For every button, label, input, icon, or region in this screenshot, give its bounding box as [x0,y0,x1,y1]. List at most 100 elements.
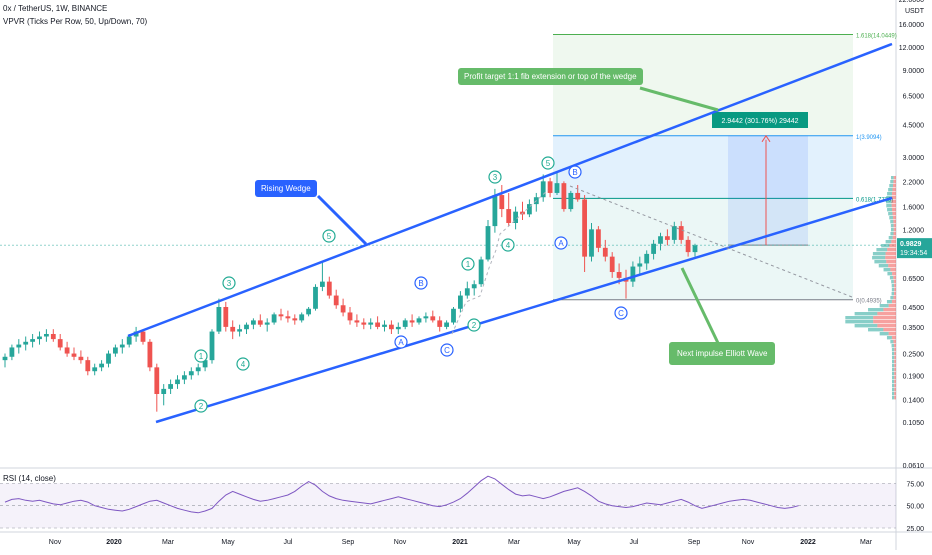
candle-body [119,344,125,348]
next-impulse-callout[interactable]: Next impulse Elliott Wave [669,342,776,365]
time-tick-label: Jul [284,539,293,546]
wave-label-ring [541,156,555,170]
price-axis-currency: USDT [905,8,925,15]
candle-body [547,181,553,193]
wave-label: 1 [199,352,204,361]
wave-label-ring [501,238,515,252]
candle-body [175,379,180,385]
vpvr-bar-down [888,332,896,336]
candle-body [216,307,222,332]
candle-body [30,339,35,342]
vpvr-bar-down [894,372,896,376]
projection-line [569,185,853,298]
candle-body [251,320,256,325]
vpvr-bar-up [854,312,878,316]
vpvr-bar-down [893,180,896,184]
vpvr-bar-down [894,360,896,364]
candle-body [16,344,22,348]
candle-body [333,295,339,306]
candle-body [154,367,160,394]
wave-label: 2 [472,321,477,330]
candle-body [361,322,367,325]
candle-body [244,324,249,330]
candle-body [2,356,8,361]
vpvr-bar-up [892,388,895,392]
price-tick-label: 12.0000 [899,45,924,52]
candle-body [685,239,691,253]
vpvr-label[interactable]: VPVR (Ticks Per Row, 50, Up/Down, 70) [3,17,148,26]
profit-target-callout[interactable]: Profit target 1:1 fib extension or top o… [458,68,643,85]
candle-body [368,322,374,325]
vpvr-bar-down [894,368,896,372]
candle-body [506,209,512,223]
time-tick-label: 2022 [800,539,816,546]
candle-body [409,320,415,323]
candle-body [464,288,470,296]
candle-body [671,226,677,240]
vpvr-bar-up [892,364,895,368]
fib-label: 1(3.9094) [856,135,882,141]
wave-label-ring [461,257,475,271]
candle-body [416,318,422,323]
vpvr-bar-down [892,212,896,216]
candle-body [202,360,208,368]
wave-label-ring [236,357,250,371]
vpvr-bar-down [893,276,896,280]
rsi-label[interactable]: RSI (14, close) [3,474,56,483]
vpvr-bar-up [845,316,874,320]
candle-body [437,320,443,327]
vpvr-bar-up [891,352,895,356]
time-tick-label: May [221,539,235,546]
candle-body [271,314,277,323]
vpvr-bar-down [886,260,896,264]
wave-label-ring [568,165,582,179]
candle-body [423,316,429,319]
candle-body [430,316,436,321]
vpvr-bar-up [881,244,890,248]
price-tick-label: 16.0000 [899,22,924,29]
time-tick-label: Nov [742,539,755,546]
vpvr-bar-up [868,328,884,332]
candle-body [85,360,91,372]
time-tick-label: May [567,539,581,546]
vpvr-bar-down [893,224,896,228]
vpvr-bar-up [890,340,894,344]
rising-wedge-callout[interactable]: Rising Wedge [255,180,317,197]
candle-body [347,312,353,321]
candle-body [451,308,456,323]
vpvr-bar-up [845,320,874,324]
vpvr-bar-down [892,272,896,276]
candle-body [44,333,49,337]
candle-body [106,353,111,364]
price-tick-label: 3.0000 [903,155,925,162]
vpvr-bar-up [890,176,894,180]
fib-label: 0(0.4935) [856,299,882,305]
vpvr-bar-up [891,292,894,296]
vpvr-bar-up [891,344,895,348]
vpvr-bar-up [874,260,887,264]
wave-path [451,189,549,335]
price-tick-label: 0.3500 [903,325,925,332]
candle-body [389,324,394,330]
candle-body [589,229,594,257]
wave-label: 3 [227,279,232,288]
wedge-lower-line [155,196,893,424]
wave-label-ring [488,170,502,184]
time-tick-label: Mar [860,539,873,546]
candle-body [195,367,201,372]
vpvr-bar-up [879,332,889,336]
candle-body [78,356,84,361]
vpvr-bar-down [891,196,896,200]
vpvr-bar-down [893,228,896,232]
candle-body [140,331,146,342]
candles [2,171,698,412]
vpvr-bar-up [888,188,893,192]
candle-body [527,204,532,215]
rsi-tick-label: 25.00 [906,526,924,533]
wave-label: 5 [327,232,332,241]
candle-body [540,181,546,198]
price-tick-label: 1.6000 [903,205,925,212]
vpvr-bar-up [886,200,892,204]
